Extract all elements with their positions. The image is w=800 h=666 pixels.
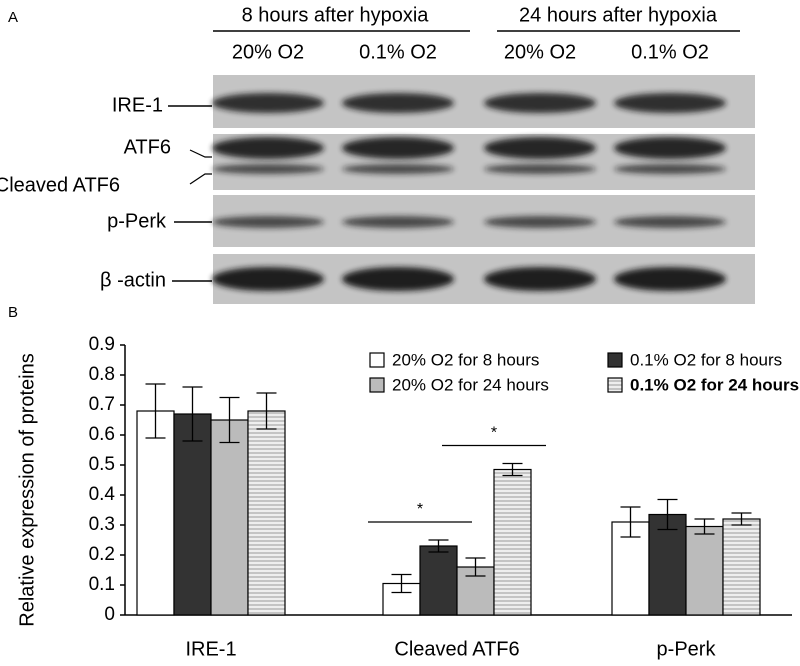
row-label: Cleaved ATF6 <box>0 174 120 196</box>
bar <box>173 413 212 616</box>
blot-band <box>342 164 454 174</box>
blot-band <box>614 216 726 228</box>
error-bar <box>657 498 678 531</box>
bar <box>493 468 532 616</box>
error-bar <box>694 518 715 535</box>
legend-label: 20% O2 for 24 hours <box>392 375 549 394</box>
bar <box>419 545 458 616</box>
blot-band <box>484 137 596 159</box>
y-tick-label: 0.4 <box>89 484 116 505</box>
legend-swatch <box>607 352 623 368</box>
blot-band <box>212 216 324 228</box>
row-pointer <box>189 173 212 185</box>
error-bar <box>219 396 240 444</box>
legend-swatch <box>369 352 385 368</box>
condition-label: 0.1% O2 <box>359 41 437 63</box>
error-bar <box>731 512 752 526</box>
row-label: β -actin <box>100 269 166 291</box>
y-tick-label: 0.6 <box>89 424 115 445</box>
y-axis-label: Relative expression of proteins <box>16 353 38 626</box>
legend-label: 0.1% O2 for 8 hours <box>630 350 782 369</box>
blot-band <box>484 216 596 228</box>
legend-label: 0.1% O2 for 24 hours <box>630 375 799 394</box>
blot-band <box>614 164 726 174</box>
condition-label: 0.1% O2 <box>631 41 709 63</box>
blot-band <box>484 93 596 113</box>
error-bar <box>391 573 412 594</box>
legend-swatch <box>369 377 385 393</box>
panel-a: A 8 hours after hypoxia 24 hours after hyp… <box>0 4 755 304</box>
blot-band <box>212 93 324 113</box>
y-tick-label: 0.1 <box>89 574 115 595</box>
blot-band <box>342 93 454 113</box>
blot-band <box>212 137 324 159</box>
blot-band <box>484 267 596 291</box>
y-tick-label: 0.3 <box>89 514 115 535</box>
blot-band <box>342 137 454 159</box>
error-bar <box>182 386 203 442</box>
blot-band <box>614 93 726 113</box>
x-tick-label: Cleaved ATF6 <box>394 638 519 660</box>
bar <box>210 419 249 616</box>
error-bar <box>145 383 166 439</box>
blot-band <box>342 267 454 291</box>
row-pointer <box>189 149 212 158</box>
x-tick-label: IRE-1 <box>185 638 236 660</box>
row-label: p-Perk <box>107 210 167 232</box>
blot-band <box>212 164 324 174</box>
y-tick-label: 0.5 <box>89 454 115 475</box>
x-tick-label: p-Perk <box>657 638 717 660</box>
y-tick-label: 0.2 <box>89 544 115 565</box>
significance-mark: * <box>491 425 497 442</box>
blot-band <box>614 267 726 291</box>
legend-swatch <box>607 377 623 393</box>
header: 24 hours after hypoxia <box>519 4 718 26</box>
error-bar <box>256 392 277 430</box>
error-bar <box>428 539 449 553</box>
y-tick-label: 0.8 <box>89 364 115 385</box>
y-tick-label: 0.9 <box>89 334 115 355</box>
y-tick-label: 0.7 <box>89 394 115 415</box>
error-bar <box>502 462 523 477</box>
panel-b: B Relative expression of proteins 0 0.1 0.2 0… <box>8 304 799 660</box>
blot-band <box>212 267 324 291</box>
row-label: IRE-1 <box>112 94 163 116</box>
legend-label: 20% O2 for 8 hours <box>392 350 539 369</box>
row-label: ATF6 <box>124 136 171 158</box>
panel-label: B <box>8 304 18 321</box>
bar <box>247 410 286 616</box>
condition-label: 20% O2 <box>232 41 304 63</box>
bar <box>685 525 724 616</box>
significance-mark: * <box>417 501 423 518</box>
header: 8 hours after hypoxia <box>242 4 430 26</box>
y-tick-label: 0 <box>104 604 115 625</box>
bar <box>722 518 761 616</box>
panel-label: A <box>8 9 18 26</box>
blot-band <box>342 216 454 228</box>
blot-band <box>484 164 596 174</box>
condition-label: 20% O2 <box>504 41 576 63</box>
error-bar <box>620 506 641 538</box>
bar <box>136 410 175 616</box>
error-bar <box>465 557 486 577</box>
blot-band <box>614 137 726 159</box>
